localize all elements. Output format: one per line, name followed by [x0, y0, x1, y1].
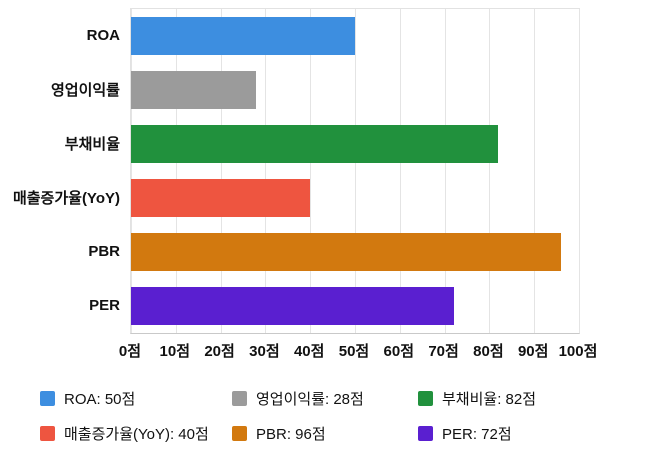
- gridline: [131, 9, 132, 333]
- bar: [131, 125, 499, 163]
- legend-label: ROA: 50점: [64, 391, 136, 408]
- bar-row: [131, 63, 579, 117]
- bar: [131, 71, 257, 109]
- bar: [131, 17, 355, 55]
- legend-item: PBR: 96점: [232, 423, 418, 444]
- legend-item: 영업이익률: 28점: [232, 388, 418, 409]
- legend-item: PER: 72점: [418, 423, 650, 444]
- legend-item: ROA: 50점: [40, 388, 232, 409]
- x-tick-label: 70점: [428, 343, 459, 360]
- x-tick-label: 60점: [383, 343, 415, 360]
- legend-label: 매출증가율(YoY): 40점: [64, 426, 209, 443]
- x-axis-ticks: 0점 10점 20점 30점 40점 50점 60점 70점 80점 90점 100점: [119, 338, 597, 368]
- x-tick-label: 30점: [249, 343, 280, 360]
- bar: [131, 179, 311, 217]
- x-tick-label: 40점: [293, 343, 325, 360]
- gridline: [579, 9, 580, 333]
- x-tick-label: 100점: [558, 343, 598, 360]
- bar: [131, 233, 562, 271]
- category-label: 부채비율: [64, 135, 120, 153]
- x-tick-label: 90점: [517, 343, 549, 360]
- gridline: [444, 9, 446, 333]
- legend-item: 부채비율: 82점: [418, 388, 650, 409]
- gridline: [310, 9, 312, 333]
- category-label: 매출증가율(YoY): [12, 189, 120, 207]
- gridline: [489, 9, 491, 333]
- plot-area: [130, 8, 580, 334]
- gridline: [399, 9, 401, 333]
- gridline: [175, 9, 177, 333]
- legend-label: PER: 72점: [442, 426, 512, 443]
- category-label: PER: [89, 296, 120, 314]
- category-label: 영업이익률: [50, 81, 120, 99]
- gridline: [265, 9, 267, 333]
- legend-swatch-icon: [40, 391, 55, 406]
- bar: [131, 287, 454, 325]
- legend-label: PBR: 96점: [256, 426, 326, 443]
- gridline: [534, 9, 536, 333]
- legend-swatch-icon: [232, 391, 247, 406]
- legend-label: 영업이익률: 28점: [256, 391, 364, 408]
- bar-row: [131, 171, 579, 225]
- bar-row: [131, 225, 579, 279]
- x-tick-label: 10점: [159, 343, 191, 360]
- gridline: [220, 9, 222, 333]
- legend-swatch-icon: [418, 391, 433, 406]
- bar-row: [131, 9, 579, 63]
- legend-item: 매출증가율(YoY): 40점: [40, 423, 232, 444]
- category-label: ROA: [86, 26, 120, 44]
- bar-row: [131, 279, 579, 333]
- gridline: [355, 9, 356, 333]
- x-tick-label: 80점: [473, 343, 504, 360]
- legend-label: 부채비율: 82점: [442, 391, 537, 408]
- category-label: PBR: [88, 242, 120, 260]
- x-tick-label: 20점: [204, 343, 235, 360]
- bar-row: [131, 117, 579, 171]
- x-tick-label: 50점: [338, 343, 370, 360]
- x-tick-label: 0점: [118, 343, 142, 360]
- legend-swatch-icon: [232, 426, 247, 441]
- legend-swatch-icon: [418, 426, 433, 441]
- legend-swatch-icon: [40, 426, 55, 441]
